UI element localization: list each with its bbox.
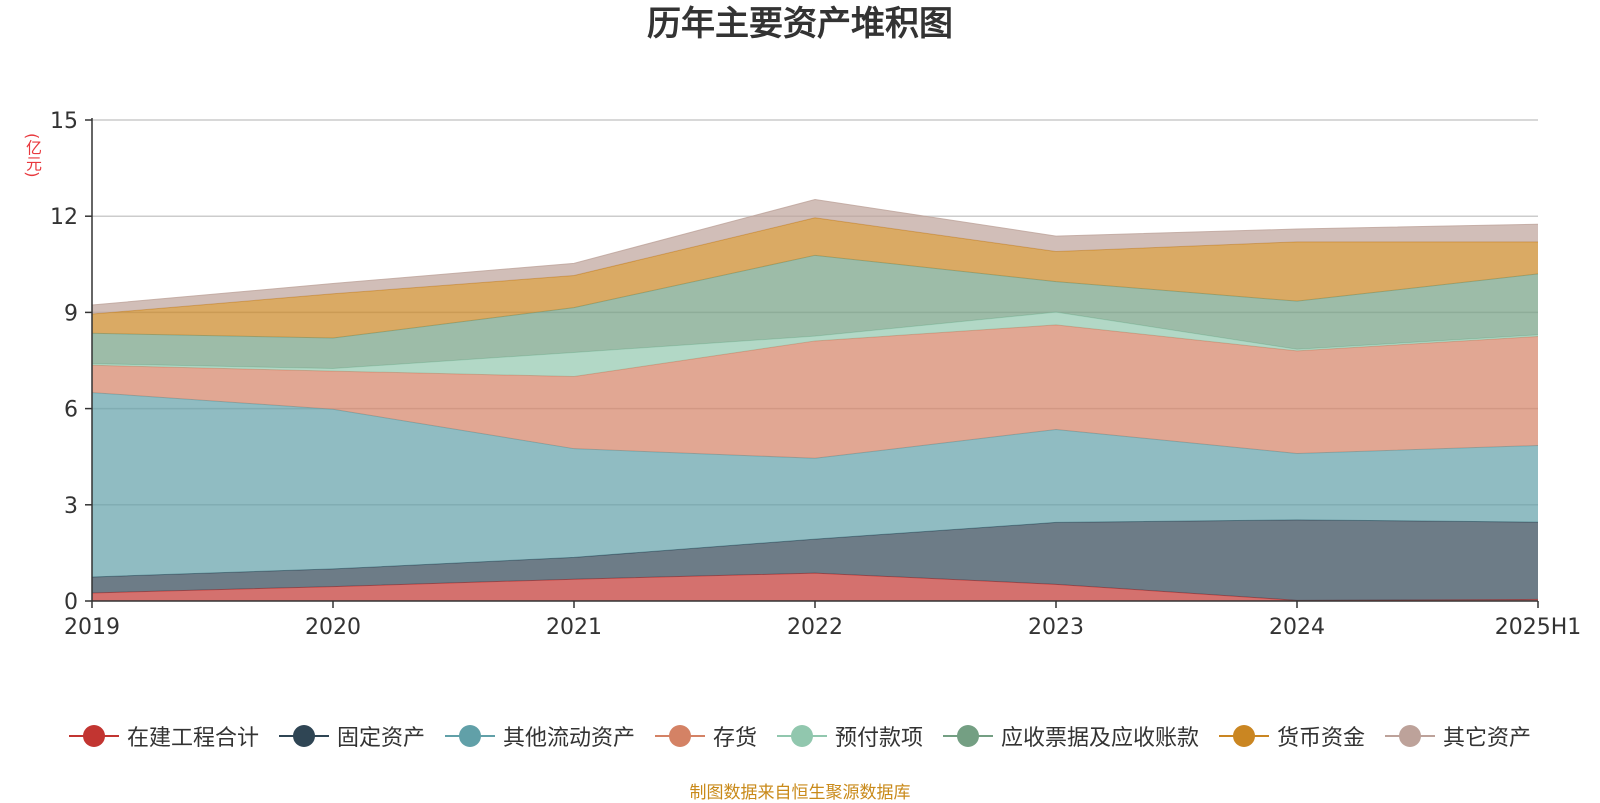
- legend-marker: [278, 724, 329, 748]
- area-series: [91, 199, 1539, 601]
- legend-label: 货币资金: [1277, 726, 1366, 751]
- legend-item-6[interactable]: 货币资金: [1219, 720, 1365, 752]
- series-area-6[interactable]: [92, 217, 1538, 339]
- x-tick-label: 2024: [1269, 615, 1325, 640]
- x-tick-label: 2022: [787, 615, 843, 640]
- y-tick-label: 9: [64, 301, 78, 326]
- series-line-7: [91, 199, 1539, 306]
- x-tick-label: 2020: [305, 615, 361, 640]
- x-tick-label: 2019: [64, 615, 120, 640]
- y-tick-label: 15: [50, 109, 78, 134]
- series-area-4[interactable]: [92, 312, 1538, 377]
- legend-item-3[interactable]: 存货: [654, 720, 757, 752]
- x-tick-label: 2023: [1028, 615, 1084, 640]
- y-tick-label: 6: [64, 398, 78, 423]
- legend-label: 其它资产: [1443, 726, 1532, 751]
- series-area-0[interactable]: [92, 573, 1538, 601]
- legend-marker: [943, 724, 994, 748]
- legend-label: 存货: [712, 726, 757, 751]
- x-tick-label: 2025H1: [1495, 615, 1582, 640]
- legend-item-4[interactable]: 预付款项: [777, 720, 923, 752]
- x-tick-label: 2021: [546, 615, 602, 640]
- legend-item-7[interactable]: 其它资产: [1385, 720, 1531, 752]
- series-area-1[interactable]: [92, 519, 1538, 601]
- legend-marker: [444, 724, 495, 748]
- legend-item-0[interactable]: 在建工程合计: [68, 720, 259, 752]
- legend-marker: [654, 724, 705, 748]
- y-tick-label: 3: [64, 494, 78, 519]
- legend-label: 固定资产: [336, 726, 425, 751]
- legend-label: 应收票据及应收账款: [1001, 726, 1200, 751]
- series-area-3[interactable]: [92, 324, 1538, 459]
- legend-item-2[interactable]: 其他流动资产: [444, 720, 635, 752]
- y-tick-label: 0: [64, 590, 78, 615]
- legend-marker: [777, 724, 827, 748]
- y-tick-label: 12: [50, 205, 78, 230]
- chart-title: 历年主要资产堆积图: [647, 4, 953, 44]
- axes: 0 3 6 9 12 15 2019 2020 2021 2022 2023 2024 2025H1: [50, 109, 1581, 640]
- series-area-2[interactable]: [92, 392, 1538, 577]
- legend-marker: [1219, 724, 1270, 748]
- legend-label: 预付款项: [835, 726, 924, 751]
- legend-label: 其他流动资产: [502, 726, 635, 751]
- legend-marker: [1385, 724, 1436, 748]
- legend-label: 在建工程合计: [126, 726, 259, 751]
- stacked-area-chart: 0 3 6 9 12 15 2019 2020 2021 2022 2023 2024 2025H1: [50, 109, 1581, 640]
- legend-item-5[interactable]: 应收票据及应收账款: [943, 720, 1199, 752]
- legend: 在建工程合计 固定资产 其他流动资产 存货 预付款项 应收票据及应收账款 货币资金 其它资产: [0, 716, 1600, 756]
- legend-marker: [68, 724, 119, 748]
- y-axis-unit: (亿元): [23, 132, 42, 178]
- legend-item-1[interactable]: 固定资产: [278, 720, 425, 752]
- series-area-5[interactable]: [92, 255, 1538, 369]
- source-note: 制图数据来自恒生聚源数据库: [689, 783, 911, 803]
